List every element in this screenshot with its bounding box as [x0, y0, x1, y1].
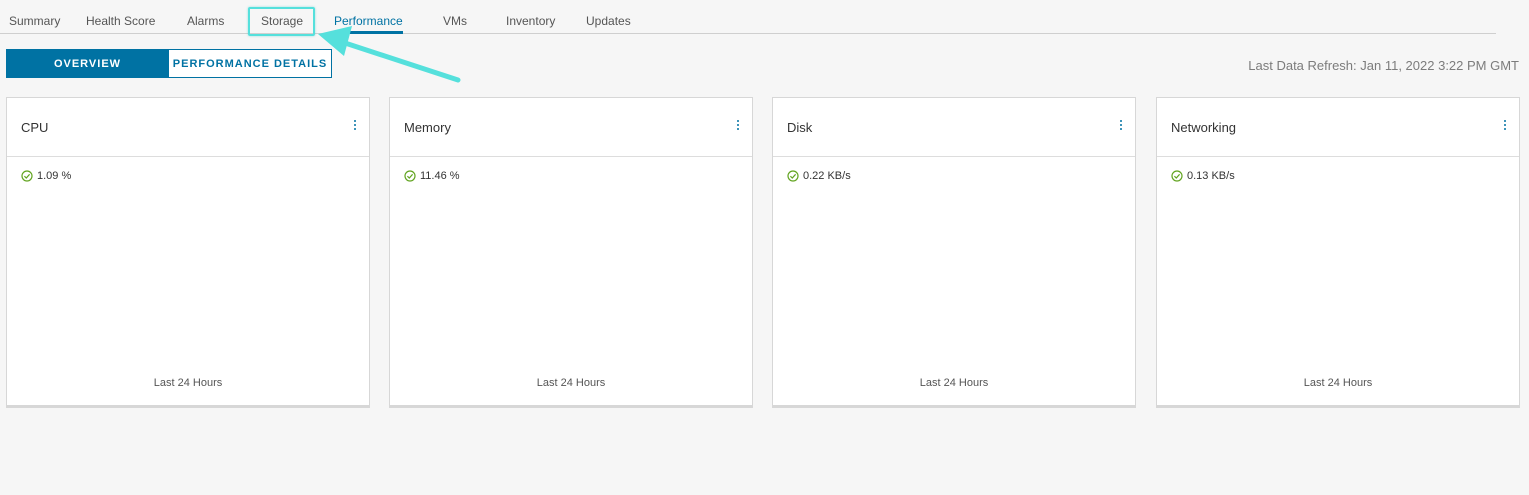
card-title: Memory: [404, 120, 451, 135]
check-circle-icon: 15 + %10 + %5 + %0 + %04:00 PM06:00 PM08…: [404, 170, 416, 182]
metric-card-memory: Memory 15 + %10 + %5 + %0 + %04:00 PM06:…: [389, 97, 753, 406]
tab-inventory[interactable]: Inventory: [506, 14, 556, 28]
more-options-icon[interactable]: [351, 118, 359, 136]
card-title: Disk: [787, 120, 813, 135]
card-header: CPU: [7, 98, 369, 157]
line-chart: [773, 198, 1137, 373]
status-value: 0.13 KB/s: [1187, 170, 1235, 182]
line-chart: [7, 198, 371, 373]
more-options-icon[interactable]: [1501, 118, 1509, 136]
metric-card-disk: Disk 20 + KB/s10 + KB/s0 + KB/s04:00 PM0…: [772, 97, 1136, 406]
line-chart: [390, 198, 754, 373]
performance-details-button[interactable]: PERFORMANCE DETAILS: [169, 49, 332, 78]
status-value: 0.22 KB/s: [803, 170, 851, 182]
view-toggle: OVERVIEW PERFORMANCE DETAILS: [6, 49, 332, 78]
annotation-arrow-icon: [318, 26, 461, 83]
card-header: Networking: [1157, 98, 1519, 157]
status-indicator: 3 + %2 + %1 + %0 + %04:00 PM06:00 PM08:0…: [21, 170, 71, 182]
more-options-icon[interactable]: [1117, 118, 1125, 136]
status-value: 1.09 %: [37, 170, 72, 182]
status-indicator: 15 + %10 + %5 + %0 + %04:00 PM06:00 PM08…: [404, 170, 460, 182]
nav-tabs: Summary Health Score Alarms Storage Perf…: [0, 0, 1496, 34]
tab-summary[interactable]: Summary: [9, 14, 61, 28]
status-indicator: 20 + KB/s10 + KB/s0 + KB/s04:00 PM06:00 …: [787, 170, 851, 182]
time-range-label: Last 24 Hours: [153, 377, 223, 389]
metric-card-networking: Networking 40 + KB/s20 + KB/s0 + KB/s04:…: [1156, 97, 1520, 406]
time-range-label: Last 24 Hours: [1303, 377, 1373, 389]
storage-tab-highlight: [248, 7, 315, 36]
tab-vms[interactable]: VMs: [443, 14, 467, 28]
time-range-label: Last 24 Hours: [536, 377, 606, 389]
more-options-icon[interactable]: [734, 118, 742, 136]
overview-button[interactable]: OVERVIEW: [6, 49, 169, 78]
last-refresh-text: Last Data Refresh: Jan 11, 2022 3:22 PM …: [1248, 58, 1519, 73]
card-title: CPU: [21, 120, 49, 135]
metric-card-cpu: CPU 3 + %2 + %1 + %0 + %04:00 PM06:00 PM…: [6, 97, 370, 406]
card-header: Memory: [390, 98, 752, 157]
check-circle-icon: 40 + KB/s20 + KB/s0 + KB/s04:00 PM06:00 …: [1171, 170, 1183, 182]
time-range-label: Last 24 Hours: [919, 377, 989, 389]
check-circle-icon: 3 + %2 + %1 + %0 + %04:00 PM06:00 PM08:0…: [21, 170, 33, 182]
card-header: Disk: [773, 98, 1135, 157]
status-indicator: 40 + KB/s20 + KB/s0 + KB/s04:00 PM06:00 …: [1171, 170, 1235, 182]
tab-performance[interactable]: Performance: [334, 14, 403, 34]
check-circle-icon: 20 + KB/s10 + KB/s0 + KB/s04:00 PM06:00 …: [787, 170, 799, 182]
tab-health-score[interactable]: Health Score: [86, 14, 156, 28]
status-value: 11.46 %: [420, 170, 460, 182]
line-chart: [1157, 198, 1521, 373]
tab-storage[interactable]: Storage: [261, 14, 304, 28]
tab-alarms[interactable]: Alarms: [187, 14, 225, 28]
card-title: Networking: [1171, 120, 1237, 135]
tab-updates[interactable]: Updates: [586, 14, 631, 28]
